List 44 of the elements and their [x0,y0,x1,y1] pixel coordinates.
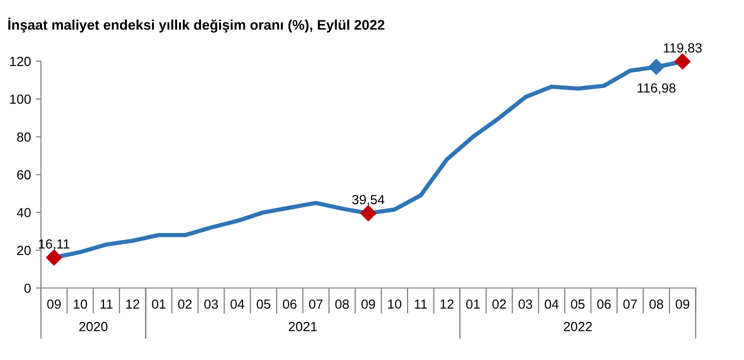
point [46,250,62,266]
y-tick-label: 60 [17,170,31,180]
x-tick-label: 09 [676,299,690,309]
x-tick-label: 02 [178,299,192,309]
x-tick-label: 07 [623,299,637,309]
x-tick-label: 03 [518,299,532,309]
y-tick-label: 80 [17,132,31,142]
x-tick-label: 10 [74,299,88,309]
data-label: 39,54 [352,194,384,206]
x-tick-label: 12 [440,299,454,309]
x-tick-label: 01 [466,299,480,309]
point [648,58,664,75]
y-tick-label: 120 [10,56,31,66]
x-tick-label: 08 [335,299,349,309]
y-tick-label: 40 [16,208,31,218]
x-tick-label: 07 [309,299,323,309]
point [674,54,691,70]
x-tick-label: 04 [544,299,559,309]
y-tick-label: 0 [24,284,31,293]
data-label: 16,11 [39,239,70,250]
x-tick-label: 03 [204,299,218,309]
x-tick-label: 06 [282,299,296,309]
text: 2022 [564,322,592,332]
x-tick-label: 01 [152,299,166,309]
x-tick-label: 04 [230,299,244,309]
x-tick-label: 11 [414,300,427,309]
x-tick-label: 02 [492,299,506,309]
text: 2020 [79,322,108,332]
x-tick-label: 06 [597,299,611,309]
y-tick-label: 20 [17,246,31,256]
chart-title: İnşaat maliyet endeksi yıllık değişim oranı (%), Eylül 2022 [8,18,384,33]
x-tick-label: 09 [47,299,61,309]
point [360,205,376,222]
x-tick-label: 09 [361,299,375,309]
x-tick-label: 05 [570,299,585,309]
x-tick-label: 05 [256,299,270,309]
y-tick-label: 100 [10,94,31,104]
x-tick-label: 11 [100,300,113,309]
x-tick-label: 10 [388,299,402,309]
x-tick-label: 12 [126,299,140,309]
data-label: 119,83 [664,43,702,54]
x-tick-label: 08 [650,299,664,309]
text: 2021 [288,322,317,332]
data-label: 116,98 [638,83,676,94]
